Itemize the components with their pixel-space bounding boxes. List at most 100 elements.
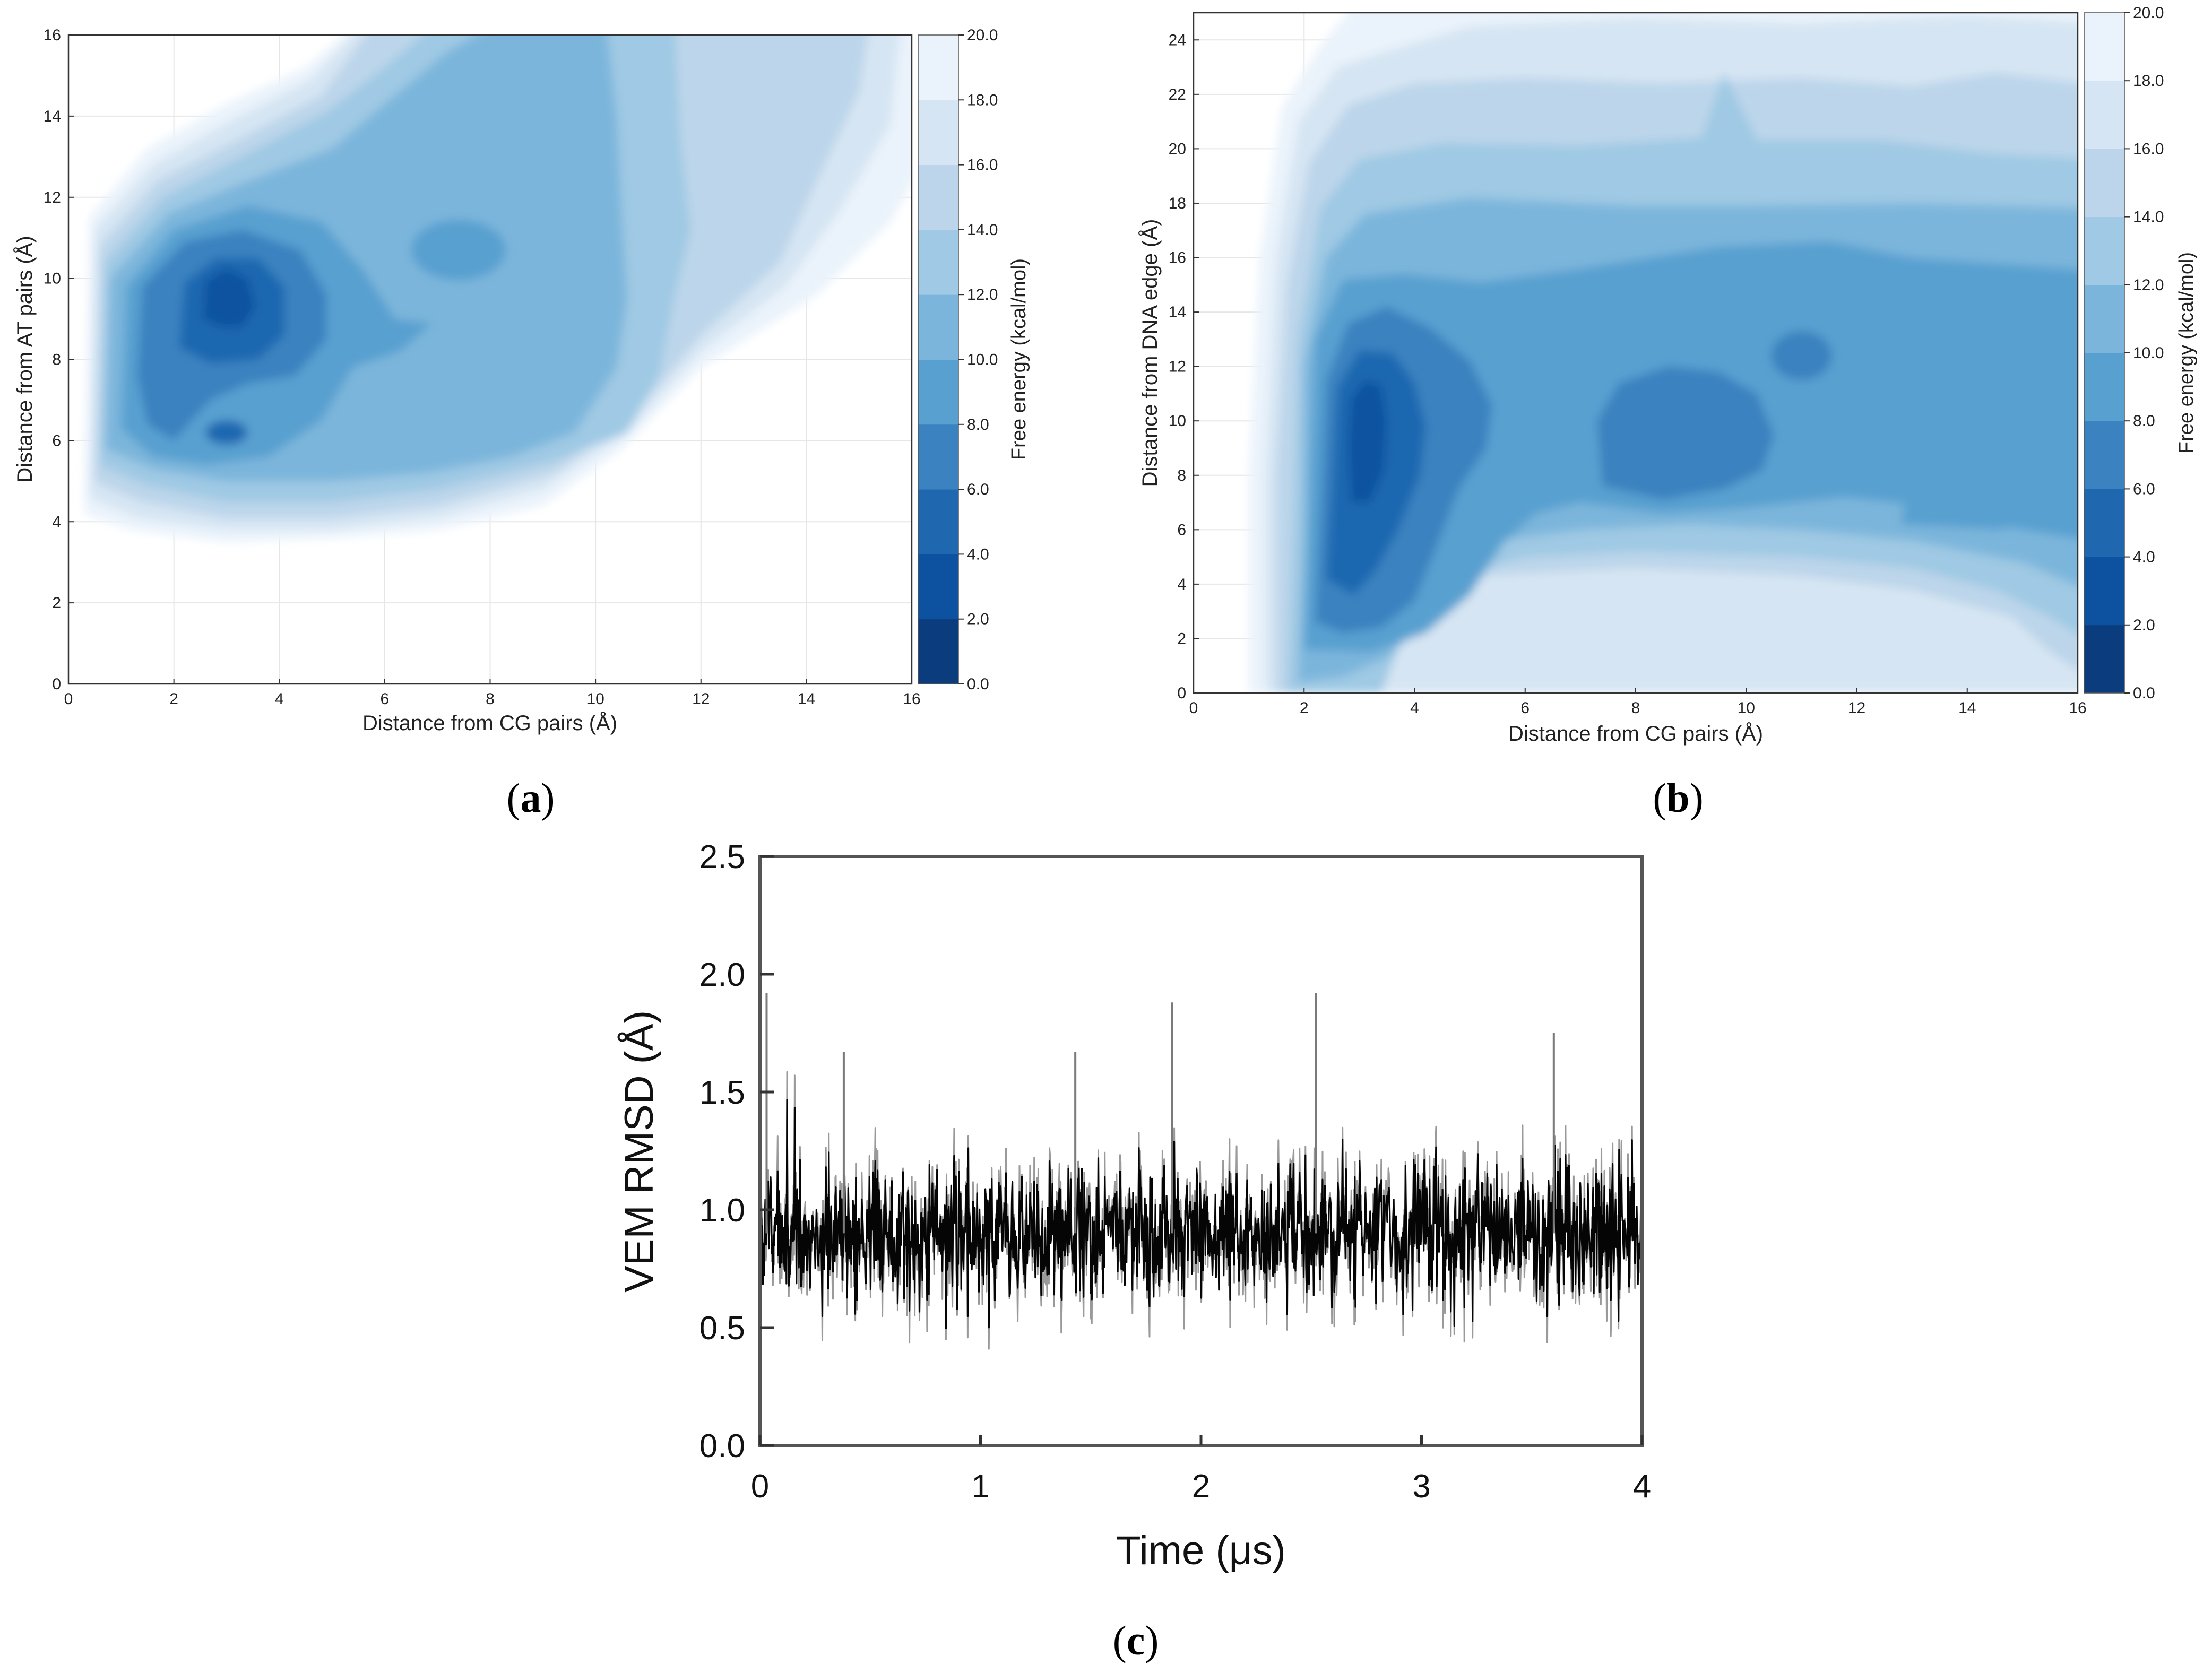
y-tick-label: 12 bbox=[1169, 358, 1186, 376]
chart-b-xlabel: Distance from CG pairs (Å) bbox=[1508, 722, 1763, 746]
contour-level-3 bbox=[1597, 366, 1774, 500]
y-tick-label: 2.0 bbox=[699, 957, 745, 993]
contour-level-1 bbox=[1348, 380, 1387, 503]
colorbar-tick-label: 8.0 bbox=[967, 416, 989, 434]
chart-c-frame bbox=[758, 855, 1644, 1447]
y-tick-label: 4 bbox=[1177, 576, 1186, 593]
chart-a-x-ticks: 0 2 4 6 8 10 12 14 16 bbox=[64, 679, 921, 708]
y-tick-label: 6 bbox=[1177, 521, 1186, 539]
y-tick-label: 12 bbox=[44, 189, 61, 206]
x-tick-label: 0 bbox=[64, 690, 73, 708]
y-tick-label: 14 bbox=[1169, 304, 1186, 321]
colorbar-segment bbox=[918, 294, 958, 360]
chart-a-contours bbox=[84, 35, 912, 542]
colorbar-segment bbox=[2084, 13, 2124, 81]
y-tick-label: 6 bbox=[52, 432, 61, 449]
chart-c-ylabel: VEM RMSD (Å) bbox=[617, 1010, 662, 1293]
x-tick-label: 8 bbox=[486, 690, 495, 708]
chart-a-y-ticks: 0 2 4 6 8 10 12 14 16 bbox=[44, 27, 74, 693]
colorbar-segment bbox=[918, 35, 958, 100]
y-tick-label: 1.0 bbox=[699, 1192, 745, 1229]
colorbar-segment bbox=[918, 554, 958, 620]
colorbar-tick-label: 16.0 bbox=[2133, 140, 2164, 158]
y-tick-label: 22 bbox=[1169, 86, 1186, 103]
y-tick-label: 24 bbox=[1169, 31, 1186, 49]
colorbar-segment bbox=[2084, 421, 2124, 489]
chart-a-colorbar: 0.0 2.0 4.0 6.0 8.0 10.0 12.0 14.0 16.0 18.0 20.0 bbox=[918, 27, 998, 693]
x-tick-label: 2 bbox=[1300, 699, 1309, 717]
colorbar-tick-label: 18.0 bbox=[2133, 72, 2164, 90]
y-tick-label: 2.5 bbox=[699, 839, 745, 875]
x-tick-label: 14 bbox=[798, 690, 815, 708]
colorbar-segment bbox=[2084, 216, 2124, 285]
x-tick-label: 2 bbox=[169, 690, 178, 708]
y-tick-label: 18 bbox=[1169, 195, 1186, 212]
y-tick-label: 0.0 bbox=[699, 1428, 745, 1464]
x-tick-label: 16 bbox=[903, 690, 920, 708]
colorbar-segment bbox=[918, 489, 958, 554]
x-tick-label: 10 bbox=[586, 690, 604, 708]
chart-b-x-ticks: 0 2 4 6 8 10 12 14 16 bbox=[1189, 688, 2087, 717]
series-line bbox=[759, 1099, 1643, 1330]
x-tick-label: 14 bbox=[1958, 699, 1976, 717]
x-tick-label: 4 bbox=[1633, 1468, 1651, 1505]
y-tick-label: 2 bbox=[1177, 630, 1186, 647]
x-tick-label: 1 bbox=[971, 1468, 989, 1505]
colorbar-segment bbox=[918, 164, 958, 230]
x-tick-label: 8 bbox=[1631, 699, 1640, 717]
x-tick-label: 2 bbox=[1192, 1468, 1210, 1505]
y-tick-label: 8 bbox=[1177, 467, 1186, 484]
colorbar-tick-label: 4.0 bbox=[967, 545, 989, 563]
colorbar-tick-label: 20.0 bbox=[2133, 4, 2164, 22]
x-tick-label: 0 bbox=[751, 1468, 769, 1505]
chart-b-panel-letter: b bbox=[1666, 775, 1689, 821]
chart-a-panel-label: (a) bbox=[507, 775, 555, 821]
colorbar-tick-label: 14.0 bbox=[2133, 209, 2164, 226]
y-tick-label: 8 bbox=[52, 351, 61, 369]
colorbar-tick-label: 20.0 bbox=[967, 27, 998, 44]
colorbar-segment bbox=[918, 424, 958, 490]
y-tick-label: 14 bbox=[44, 108, 61, 125]
colorbar-segment bbox=[2084, 149, 2124, 218]
colorbar-segment bbox=[2084, 284, 2124, 353]
chart-c-panel-label: (c) bbox=[1113, 1617, 1159, 1663]
contour-level-3 bbox=[1771, 331, 1832, 380]
chart-c-series bbox=[759, 993, 1643, 1350]
x-tick-label: 12 bbox=[1848, 699, 1865, 717]
chart-a-xlabel: Distance from CG pairs (Å) bbox=[362, 711, 617, 735]
y-tick-label: 2 bbox=[52, 594, 61, 612]
colorbar-tick-label: 8.0 bbox=[2133, 412, 2155, 430]
contour-level-4 bbox=[1900, 377, 2078, 530]
contour-level-4 bbox=[411, 219, 506, 281]
x-tick-label: 3 bbox=[1412, 1468, 1430, 1505]
y-tick-label: 0.5 bbox=[699, 1310, 745, 1347]
colorbar-tick-label: 18.0 bbox=[967, 91, 998, 109]
chart-c-y-ticks: 0.0 0.5 1.0 1.5 2.0 2.5 bbox=[699, 839, 774, 1464]
y-tick-label: 10 bbox=[1169, 412, 1186, 430]
contour-level-2 bbox=[205, 420, 248, 445]
colorbar-segment bbox=[918, 229, 958, 295]
chart-a-colorbar-label: Free energy (kcal/mol) bbox=[1008, 258, 1030, 460]
chart-a: 0 2 4 6 8 10 12 14 16 0 2 4 6 8 10 12 14 16 Distance fro… bbox=[13, 27, 1030, 821]
chart-a-panel-letter: a bbox=[521, 775, 541, 821]
chart-b-ylabel: Distance from DNA edge (Å) bbox=[1138, 219, 1162, 487]
chart-c-xlabel: Time (μs) bbox=[1116, 1528, 1286, 1573]
colorbar-segment bbox=[2084, 81, 2124, 149]
colorbar-segment bbox=[918, 359, 958, 425]
colorbar-tick-label: 0.0 bbox=[2133, 684, 2155, 702]
colorbar-segment bbox=[2084, 557, 2124, 626]
chart-b-colorbar-label: Free energy (kcal/mol) bbox=[2175, 252, 2198, 454]
y-tick-label: 0 bbox=[1177, 684, 1186, 702]
x-tick-label: 16 bbox=[2069, 699, 2086, 717]
x-tick-label: 4 bbox=[275, 690, 284, 708]
colorbar-tick-label: 12.0 bbox=[967, 286, 998, 304]
chart-b-panel-label: (b) bbox=[1653, 775, 1703, 821]
chart-c-panel-letter: c bbox=[1127, 1617, 1145, 1663]
colorbar-tick-label: 2.0 bbox=[967, 611, 989, 628]
colorbar-tick-label: 12.0 bbox=[2133, 276, 2164, 294]
colorbar-segment bbox=[2084, 353, 2124, 421]
chart-b-contours bbox=[1249, 13, 2078, 693]
chart-c-x-ticks: 0 1 2 3 4 bbox=[751, 1435, 1651, 1505]
